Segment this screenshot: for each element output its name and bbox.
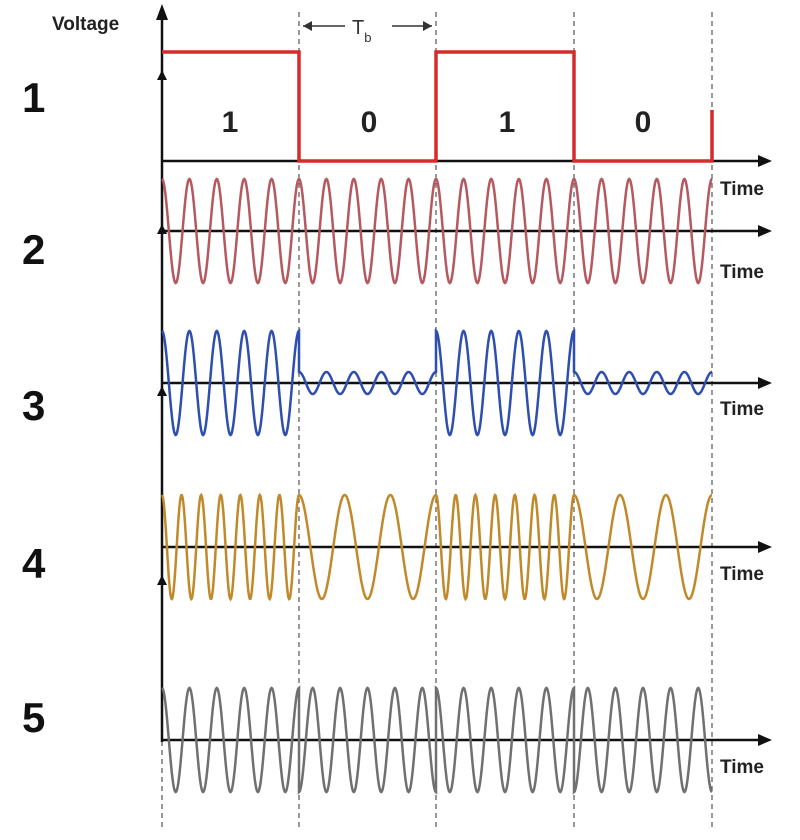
carrier-wave xyxy=(161,177,713,285)
bit-period-label: Tb xyxy=(352,17,371,45)
bit-period-arrowhead-right xyxy=(423,21,432,31)
voltage-axis-arrow xyxy=(156,4,168,20)
time-label-4: Time xyxy=(720,564,764,585)
row-up-arrow-2 xyxy=(157,224,167,234)
time-label-1: Time xyxy=(720,179,764,200)
row-number-5: 5 xyxy=(22,694,45,741)
bit-label-2: 0 xyxy=(361,106,378,139)
row-number-1: 1 xyxy=(22,74,45,121)
time-label-3: Time xyxy=(720,399,764,420)
time-axis-arrow-3 xyxy=(758,377,772,389)
voltage-axis xyxy=(156,4,168,742)
bit-label-4: 0 xyxy=(635,106,652,139)
psk-wave xyxy=(161,685,713,795)
row-up-arrow-4 xyxy=(157,575,167,585)
time-axis-arrow-2 xyxy=(758,225,772,237)
row-up-arrow-1 xyxy=(157,70,167,80)
ask-wave xyxy=(161,328,713,437)
time-axis-arrow-1 xyxy=(758,155,772,167)
row-number-2: 2 xyxy=(22,226,45,273)
time-label-5: Time xyxy=(720,757,764,778)
waveform-rows xyxy=(157,50,772,795)
row-number-3: 3 xyxy=(22,382,45,429)
row-up-arrow-3 xyxy=(157,386,167,396)
time-axis-arrow-5 xyxy=(758,734,772,746)
bit-period-arrowhead-left xyxy=(303,21,312,31)
bit-period-annotation: Tb xyxy=(303,17,432,45)
row-number-4: 4 xyxy=(22,540,46,587)
voltage-axis-label: Voltage xyxy=(52,14,119,35)
bit-label-1: 1 xyxy=(222,106,239,139)
data-signal-wave xyxy=(162,50,714,163)
time-axis-arrow-4 xyxy=(758,541,772,553)
fsk-wave xyxy=(160,492,713,602)
time-label-2: Time xyxy=(720,262,764,283)
bit-label-3: 1 xyxy=(499,106,516,139)
